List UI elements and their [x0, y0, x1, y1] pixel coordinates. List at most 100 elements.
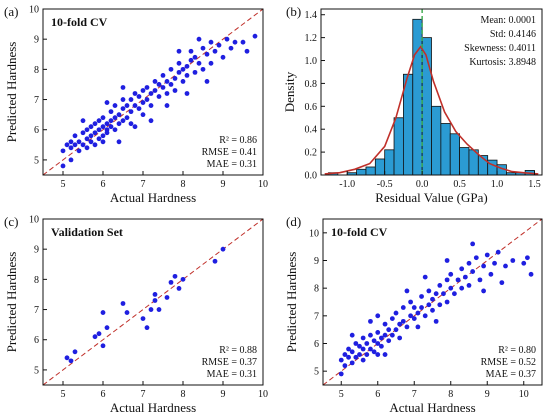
data-point	[116, 121, 122, 127]
data-point	[382, 352, 388, 357]
data-point	[180, 66, 186, 72]
data-point	[112, 103, 118, 108]
data-point	[220, 246, 226, 252]
data-point	[108, 109, 114, 115]
histogram-bar	[431, 105, 442, 175]
x-tick-label: 8	[448, 389, 453, 400]
data-point	[228, 45, 234, 51]
data-point	[419, 305, 424, 310]
y-tick-label: 0.2	[305, 148, 318, 159]
data-point	[360, 357, 366, 363]
histogram-bar	[440, 123, 451, 175]
data-point	[148, 118, 154, 124]
data-point	[216, 42, 222, 48]
data-point	[144, 325, 150, 331]
data-point	[448, 271, 454, 277]
x-axis-label: Actual Hardness	[110, 190, 196, 205]
data-point	[80, 118, 86, 124]
data-point	[132, 124, 138, 130]
x-tick-label: 7	[141, 179, 146, 190]
x-tick-label: 0.0	[416, 179, 429, 190]
y-tick-label: 7	[314, 311, 319, 322]
data-point	[140, 316, 146, 321]
data-point	[357, 352, 362, 357]
data-point	[144, 85, 150, 90]
data-point	[375, 352, 381, 357]
data-point	[88, 124, 94, 130]
panel-label-a: (a)	[4, 4, 18, 19]
data-point	[338, 371, 344, 377]
data-point	[172, 76, 178, 81]
y-tick-label: 0.8	[305, 79, 318, 90]
y-tick-label: 9	[34, 245, 39, 256]
data-point	[120, 106, 126, 111]
data-point	[368, 318, 373, 324]
data-point	[375, 330, 381, 335]
data-point	[176, 69, 182, 75]
y-tick-label: 6	[34, 335, 39, 346]
data-point	[96, 127, 102, 133]
x-tick-label: -1.0	[339, 179, 355, 190]
data-point	[433, 291, 439, 297]
y-tick-label: 8	[34, 275, 39, 286]
data-point	[168, 66, 174, 72]
data-point	[360, 346, 366, 352]
data-point	[411, 316, 417, 321]
panel-title: Validation Set	[51, 225, 123, 239]
data-point	[84, 136, 90, 142]
stats-line: MAE = 0.31	[207, 369, 257, 380]
data-point	[437, 302, 443, 308]
data-point	[96, 136, 102, 142]
data-point	[510, 258, 516, 263]
y-tick-label: 9	[314, 256, 319, 267]
data-point	[437, 283, 443, 288]
axes-frame	[42, 8, 264, 176]
data-point	[132, 91, 138, 96]
data-point	[128, 97, 134, 102]
data-point	[184, 73, 190, 78]
stats-line: R² = 0.86	[219, 135, 257, 146]
y-tick-label: 1.4	[305, 10, 318, 21]
data-point	[408, 313, 413, 319]
histogram-bar	[384, 149, 395, 175]
data-point	[176, 286, 182, 291]
data-point	[100, 139, 106, 145]
y-tick-label: 6	[34, 125, 39, 136]
data-point	[419, 294, 424, 299]
data-point	[100, 343, 106, 349]
axes-frame	[320, 8, 543, 176]
data-point	[466, 260, 472, 266]
axes-frame	[42, 218, 264, 386]
data-point	[96, 331, 102, 337]
data-point	[212, 48, 218, 54]
panel-label-c: (c)	[4, 214, 18, 229]
data-point	[164, 295, 170, 300]
panel-label-b: (b)	[286, 4, 301, 19]
data-point	[100, 115, 106, 121]
data-point	[364, 352, 370, 357]
data-point	[240, 39, 246, 45]
stats-line: Kurtosis: 3.8948	[469, 57, 536, 68]
y-tick-label: 10	[309, 228, 319, 239]
data-point	[128, 121, 134, 127]
data-point	[389, 316, 395, 321]
data-point	[459, 266, 465, 272]
panel-d-scatter: (d) 5 6 7 8 9 10 5 6 7 8 9 10 Actual Hardness Predict…	[284, 214, 543, 415]
data-point	[393, 327, 399, 333]
data-point	[364, 341, 370, 346]
panel-title: 10-fold CV	[331, 225, 388, 239]
data-point	[342, 352, 348, 357]
data-point	[68, 145, 74, 151]
x-tick-label: 5	[61, 389, 66, 400]
data-point	[481, 288, 486, 294]
data-point	[188, 48, 194, 54]
data-point	[488, 271, 494, 277]
data-point	[503, 263, 508, 269]
data-point	[152, 88, 158, 93]
data-point	[473, 255, 479, 261]
data-point	[397, 321, 403, 327]
data-point	[140, 88, 146, 93]
x-axis-label: Actual Hardness	[110, 400, 196, 415]
data-point	[415, 324, 421, 330]
data-point	[152, 298, 158, 303]
